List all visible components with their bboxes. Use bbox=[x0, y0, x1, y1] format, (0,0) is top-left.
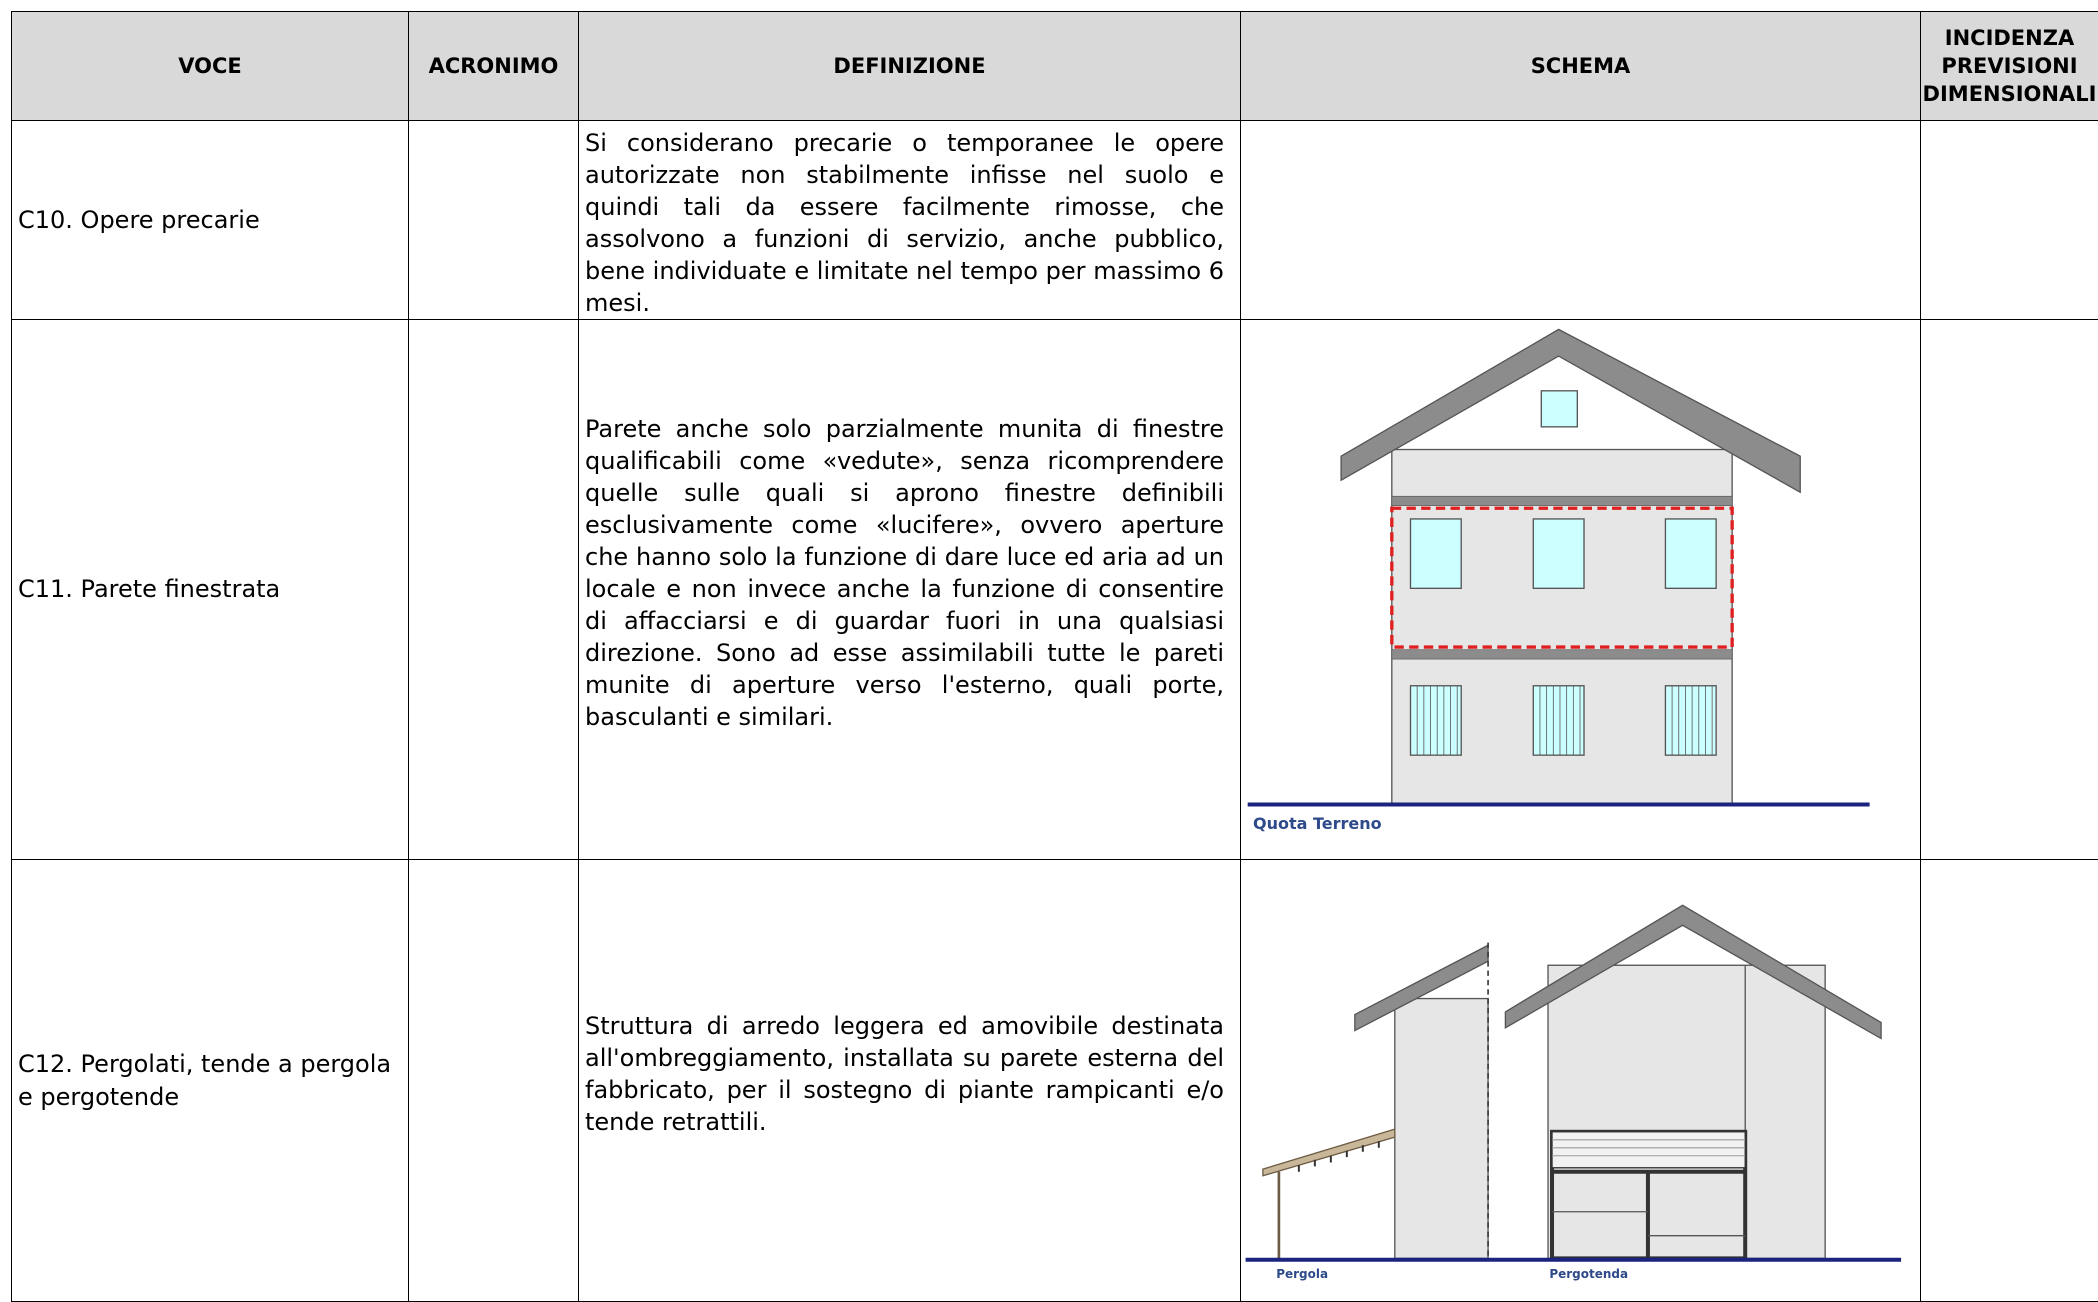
voce-cell: C12. Pergolati, tende a pergola e pergot… bbox=[12, 860, 409, 1302]
incidenza-cell bbox=[1921, 320, 2098, 860]
header-cell: DEFINIZIONE bbox=[579, 12, 1241, 121]
table-row: C10. Opere precarie Si considerano preca… bbox=[12, 121, 2098, 320]
acronimo-cell bbox=[409, 320, 579, 860]
schema-cell bbox=[1241, 121, 1921, 320]
acronimo-cell bbox=[409, 121, 579, 320]
definizione-cell: Si considerano precarie o temporanee le … bbox=[579, 121, 1241, 320]
header-cell: INCIDENZA PREVISIONI DIMENSIONALI bbox=[1921, 12, 2098, 121]
header-cell: ACRONIMO bbox=[409, 12, 579, 121]
pergola-diagram: Pergola Pergotenda bbox=[1241, 860, 1919, 1301]
schema-label: Quota Terreno bbox=[1253, 814, 1382, 833]
definizione-cell: Parete anche solo parzialmente munita di… bbox=[579, 320, 1241, 860]
table-row: C12. Pergolati, tende a pergola e pergot… bbox=[12, 860, 2098, 1302]
schema-cell: Pergola Pergotenda bbox=[1241, 860, 1921, 1302]
voce-cell: C11. Parete finestrata bbox=[12, 320, 409, 860]
voce-cell: C10. Opere precarie bbox=[12, 121, 409, 320]
incidenza-cell bbox=[1921, 860, 2098, 1302]
schema-cell: Quota Terreno bbox=[1241, 320, 1921, 860]
acronimo-cell bbox=[409, 860, 579, 1302]
house-diagram: Quota Terreno bbox=[1241, 320, 1919, 858]
header-cell: SCHEMA bbox=[1241, 12, 1921, 121]
definizione-cell: Struttura di arredo leggera ed amovibile… bbox=[579, 860, 1241, 1302]
table-row: C11. Parete finestrata Parete anche solo… bbox=[12, 320, 2098, 860]
definitions-table: VOCE ACRONIMO DEFINIZIONE SCHEMA INCIDEN… bbox=[11, 11, 2098, 1302]
header-cell: VOCE bbox=[12, 12, 409, 121]
header-row: VOCE ACRONIMO DEFINIZIONE SCHEMA INCIDEN… bbox=[12, 12, 2098, 121]
incidenza-cell bbox=[1921, 121, 2098, 320]
